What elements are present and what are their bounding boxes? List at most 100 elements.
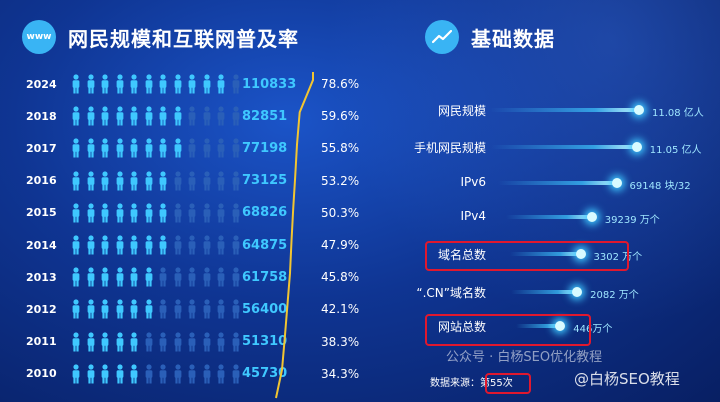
person-icon [128,267,140,291]
person-icon [157,203,169,227]
person-icon [99,74,111,98]
metric-bar [510,290,579,294]
person-icon [186,106,198,130]
person-icon [99,203,111,227]
metric-value: 446万个 [573,324,613,335]
person-icon [143,106,155,130]
metric-bar-end [634,105,644,115]
data-source: 数据来源：第55次 [430,378,513,389]
trend-line-icon [425,20,459,54]
person-icon [143,203,155,227]
person-icon [230,331,242,356]
person-icon [128,203,140,227]
penetration-rate: 53.2% [321,173,360,188]
person-icon [143,235,155,259]
metric-bar-end [611,178,622,188]
person-icon [99,235,111,259]
user-count: 45730 [242,366,288,382]
table-row: 2017 77198 55.8% [0,134,380,162]
person-icon [172,170,184,195]
year-label: 2024 [26,77,57,91]
person-icon [172,74,184,98]
people-icons [70,331,244,356]
person-icon [99,267,111,291]
watermark-account: 公众号 · 白杨SEO优化教程 [446,350,603,365]
people-icons [70,267,244,291]
person-icon [230,364,242,388]
metric-bar [516,324,562,328]
user-count: 110833 [242,76,297,92]
left-title: 网民规模和互联网普及率 [68,26,299,51]
table-row: 2013 61758 45.8% [0,263,380,291]
people-icons [70,106,244,130]
person-icon [215,203,227,227]
person-icon [143,299,155,323]
metric-value: 2082 万个 [590,290,639,301]
person-icon [128,106,140,130]
penetration-rate: 38.3% [321,334,360,349]
person-icon [70,203,82,227]
person-icon [114,170,126,195]
person-icon [143,170,155,195]
person-icon [172,203,184,227]
table-row: 2015 68826 50.3% [0,199,380,227]
person-icon [201,203,213,227]
person-icon [172,138,184,162]
person-icon [172,235,184,259]
penetration-rate: 34.3% [321,366,360,381]
user-count: 51310 [242,334,288,350]
person-icon [186,299,198,323]
user-count: 64875 [242,237,288,253]
person-icon [172,267,184,291]
person-icon [215,106,227,130]
badge-text: www [26,32,52,42]
year-label: 2015 [26,206,57,220]
user-count: 68826 [242,205,288,221]
right-title: 基础数据 [471,26,555,51]
person-icon [215,74,227,98]
person-icon [143,364,155,388]
metric-label: IPv6 [460,175,486,189]
user-count: 61758 [242,269,288,285]
person-icon [186,331,198,356]
person-icon [128,138,140,162]
person-icon [70,235,82,259]
person-icon [143,331,155,356]
metric-label: 域名总数 [437,248,486,262]
year-label: 2016 [26,174,57,188]
user-count: 56400 [242,301,288,317]
year-label: 2018 [26,109,57,123]
person-icon [230,74,242,98]
person-icon [99,364,111,388]
person-icon [85,331,97,356]
person-icon [143,138,155,162]
person-icon [201,106,213,130]
penetration-rate: 50.3% [321,205,360,220]
person-icon [172,331,184,356]
person-icon [157,299,169,323]
highlight-box [425,241,629,271]
person-icon [230,235,242,259]
person-icon [215,299,227,323]
penetration-rate: 59.6% [321,109,360,124]
table-row: 2014 64875 47.9% [0,231,380,259]
penetration-rate: 78.6% [321,77,360,91]
person-icon [215,138,227,162]
person-icon [70,299,82,323]
person-icon [186,74,198,98]
person-icon [201,299,213,323]
year-label: 2013 [26,270,57,284]
person-icon [114,364,126,388]
person-icon [230,267,242,291]
penetration-rate: 42.1% [321,302,360,317]
person-icon [143,74,155,98]
person-icon [128,170,140,195]
person-icon [201,331,213,356]
person-icon [114,299,126,323]
penetration-rate: 45.8% [321,270,360,285]
person-icon [157,170,169,195]
person-icon [186,138,198,162]
people-icons [70,203,244,227]
people-icons [70,299,244,323]
metric-label: 手机网民规模 [413,141,486,155]
